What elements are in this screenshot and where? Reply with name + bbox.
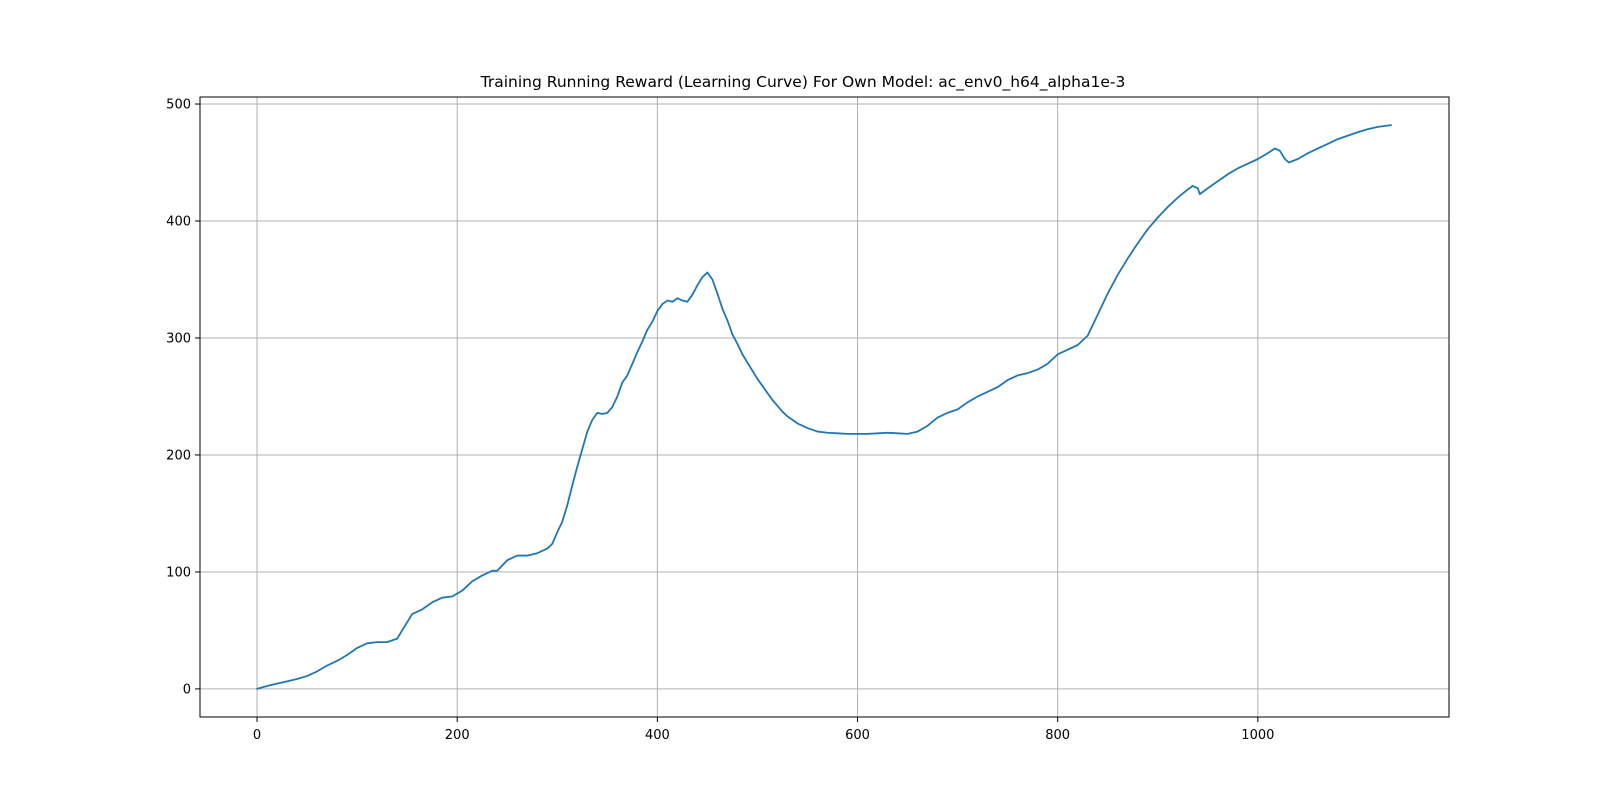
y-tick-label: 100 [166, 565, 191, 580]
y-tick-label: 200 [166, 448, 191, 463]
x-tick-label: 1000 [1241, 728, 1274, 743]
x-tick-label: 800 [1045, 728, 1070, 743]
axis-ticks: 0 200 400 600 800 1000 0 100 200 300 400 500 [166, 98, 1274, 743]
chart-title: Training Running Reward (Learning Curve)… [480, 73, 1126, 92]
x-tick-label: 400 [645, 728, 670, 743]
series-line-0 [256, 124, 1392, 690]
y-tick-label: 0 [183, 682, 191, 697]
plot-area-frame [199, 96, 1450, 718]
x-tick-label: 0 [253, 728, 261, 743]
y-tick-label: 300 [166, 331, 191, 346]
data-layer [256, 124, 1392, 690]
y-tick-label: 400 [166, 215, 191, 230]
y-tick-label: 500 [166, 98, 191, 113]
x-tick-label: 600 [845, 728, 870, 743]
x-tick-label: 200 [445, 728, 470, 743]
grid-lines [200, 97, 1449, 717]
